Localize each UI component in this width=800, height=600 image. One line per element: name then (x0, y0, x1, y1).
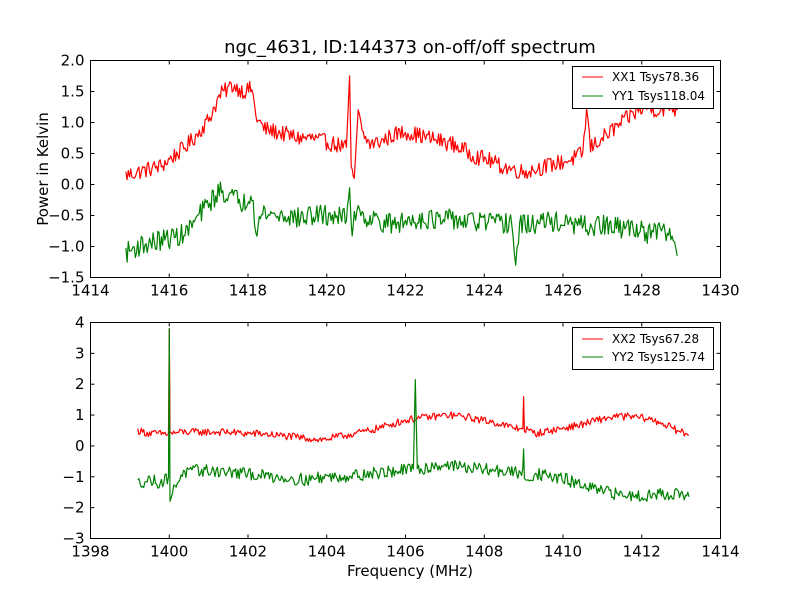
legend-label-yy1: YY1 Tsys118.04 (611, 89, 705, 103)
x-tick-label: 1404 (308, 543, 346, 561)
x-tick-label: 1416 (150, 282, 188, 300)
x-tick-label: 1408 (465, 543, 503, 561)
x-tick-label: 1412 (623, 543, 661, 561)
legend-label-xx2: XX2 Tsys67.28 (612, 332, 699, 346)
x-tick-label: 1414 (71, 282, 109, 300)
x-tick-label: 1428 (623, 282, 661, 300)
x-tick-label: 1402 (229, 543, 267, 561)
series-line-yy1 (125, 181, 678, 266)
y-tick-label: 0 (75, 437, 85, 455)
y-tick-label: 1.5 (61, 83, 85, 101)
legend-top: XX1 Tsys78.36 YY1 Tsys118.04 (572, 66, 714, 109)
y-tick-label: 1 (75, 406, 85, 424)
series-group-bottom (137, 328, 690, 502)
x-tick-label: 1420 (308, 282, 346, 300)
series-line-xx2 (137, 328, 690, 443)
chart-title: ngc_4631, ID:144373 on-off/off spectrum (224, 37, 596, 58)
legend-box-bottom (572, 327, 714, 370)
x-tick-label: 1410 (544, 543, 582, 561)
legend-bottom: XX2 Tsys67.28 YY2 Tsys125.74 (572, 327, 714, 370)
ticks-top: 1414 1416 1418 1420 1422 1424 1426 1428 1430 −1.5… (48, 52, 740, 300)
legend-label-yy2: YY2 Tsys125.74 (611, 350, 705, 364)
y-tick-label: 2.0 (61, 52, 85, 70)
x-tick-label: 1406 (386, 543, 424, 561)
x-tick-label: 1426 (544, 282, 582, 300)
x-tick-label: 1424 (465, 282, 503, 300)
y-tick-label: 1.0 (61, 114, 85, 132)
y-axis-label: Power in Kelvin (34, 112, 52, 226)
x-tick-label: 1418 (229, 282, 267, 300)
x-tick-label: 1398 (71, 543, 109, 561)
y-tick-label: −0.5 (48, 207, 84, 225)
y-tick-label: −1 (62, 468, 84, 486)
subplot-top: ngc_4631, ID:144373 on-off/off spectrum … (34, 37, 740, 300)
legend-box-top (572, 66, 714, 109)
y-tick-label: −3 (62, 530, 84, 548)
y-tick-label: −2 (62, 499, 84, 517)
series-line-yy2 (137, 328, 690, 502)
subplot-bottom: 1398 1400 1402 1404 1406 1408 1410 1412 1414−3−2… (62, 314, 739, 581)
y-tick-label: −1.5 (48, 269, 84, 287)
x-tick-label: 1414 (701, 543, 739, 561)
y-tick-label: −1.0 (48, 238, 84, 256)
y-tick-label: 4 (75, 314, 85, 332)
x-tick-label: 1422 (386, 282, 424, 300)
x-tick-label: 1430 (701, 282, 739, 300)
y-tick-label: 0.5 (61, 145, 85, 163)
ticks-bottom: 1398 1400 1402 1404 1406 1408 1410 1412 1414−3−2… (62, 314, 739, 561)
y-tick-label: 2 (75, 375, 85, 393)
legend-label-xx1: XX1 Tsys78.36 (612, 70, 699, 84)
y-tick-label: 3 (75, 344, 85, 362)
series-group-top (125, 75, 678, 266)
series-line-xx1 (125, 75, 678, 181)
y-tick-label: 0.0 (61, 176, 85, 194)
x-axis-label: Frequency (MHz) (347, 562, 473, 580)
x-tick-label: 1400 (150, 543, 188, 561)
